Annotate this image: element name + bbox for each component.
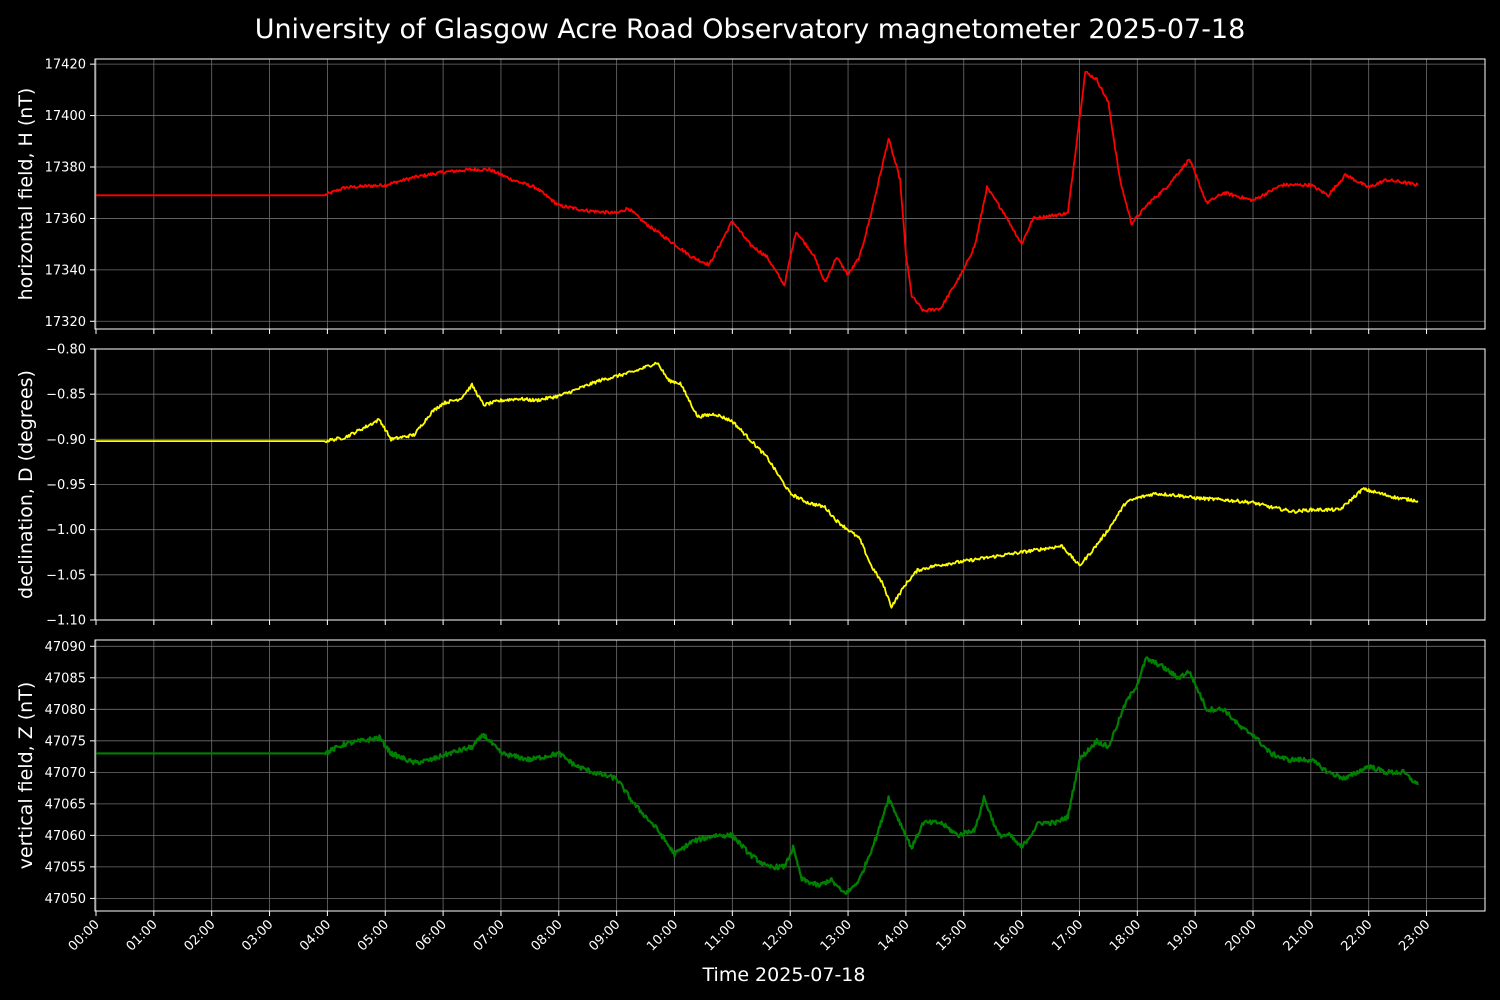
series-line-1 xyxy=(96,70,1419,313)
x-tick-label: 23:00 xyxy=(1396,917,1433,954)
x-tick-label: 11:00 xyxy=(702,917,739,954)
x-tick-label: 00:00 xyxy=(66,917,103,954)
y-axis-label-2: declination, D (degrees) xyxy=(15,370,37,599)
chart-title: University of Glasgow Acre Road Observat… xyxy=(254,14,1246,45)
y-axis-label-1: horizontal field, H (nT) xyxy=(15,88,37,301)
x-tick-label: 07:00 xyxy=(471,917,508,954)
y-tick-label: 17340 xyxy=(45,263,86,278)
y-tick-label: −0.95 xyxy=(46,478,86,493)
series-line-3 xyxy=(95,656,1419,895)
x-tick-label: 12:00 xyxy=(760,917,797,954)
x-tick-label: 01:00 xyxy=(124,917,161,954)
y-tick-label: 47085 xyxy=(45,671,86,686)
x-axis-label: Time 2025-07-18 xyxy=(702,964,866,986)
x-tick-label: 18:00 xyxy=(1107,917,1144,954)
x-tick-label: 05:00 xyxy=(355,917,392,954)
y-tick-label: 17400 xyxy=(45,109,86,124)
x-tick-label: 22:00 xyxy=(1338,917,1375,954)
y-tick-label: 17420 xyxy=(45,58,86,73)
x-tick-label: 17:00 xyxy=(1049,917,1086,954)
x-tick-label: 09:00 xyxy=(586,917,623,954)
y-tick-label: 47060 xyxy=(45,829,86,844)
y-tick-label: −0.90 xyxy=(46,433,86,448)
y-tick-label: 47090 xyxy=(45,640,86,655)
series-line-2 xyxy=(96,361,1419,609)
y-tick-label: −0.85 xyxy=(46,388,86,403)
y-tick-label: 47080 xyxy=(45,703,86,718)
y-tick-label: −1.10 xyxy=(46,614,86,629)
x-tick-label: 20:00 xyxy=(1223,917,1260,954)
x-tick-label: 19:00 xyxy=(1165,917,1202,954)
x-tick-label: 15:00 xyxy=(933,917,970,954)
y-tick-label: −1.00 xyxy=(46,523,86,538)
x-tick-label: 08:00 xyxy=(529,917,566,954)
y-tick-label: −0.80 xyxy=(46,343,86,358)
y-tick-label: 17380 xyxy=(45,161,86,176)
x-tick-label: 04:00 xyxy=(297,917,334,954)
x-tick-label: 06:00 xyxy=(413,917,450,954)
x-tick-label: 13:00 xyxy=(818,917,855,954)
y-tick-label: 47050 xyxy=(45,892,86,907)
x-tick-label: 02:00 xyxy=(181,917,218,954)
y-tick-label: −1.05 xyxy=(46,568,86,583)
y-axis-label-3: vertical field, Z (nT) xyxy=(15,682,37,870)
x-tick-label: 03:00 xyxy=(239,917,276,954)
y-tick-label: 47070 xyxy=(45,766,86,781)
x-tick-label: 14:00 xyxy=(876,917,913,954)
x-tick-label: 16:00 xyxy=(991,917,1028,954)
y-tick-label: 47065 xyxy=(45,797,86,812)
y-tick-label: 17360 xyxy=(45,212,86,227)
y-tick-label: 47055 xyxy=(45,860,86,875)
y-tick-label: 47075 xyxy=(45,734,86,749)
x-tick-label: 21:00 xyxy=(1281,917,1318,954)
y-tick-label: 17320 xyxy=(45,315,86,330)
x-tick-label: 10:00 xyxy=(644,917,681,954)
